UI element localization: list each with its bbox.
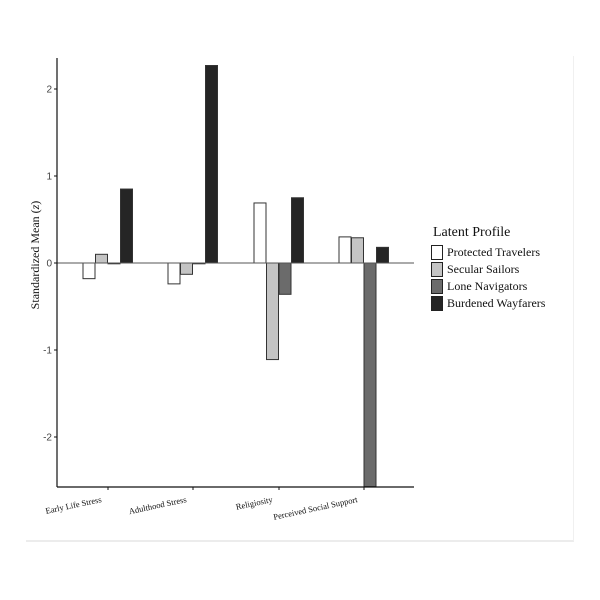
bar: [376, 246, 389, 264]
legend-swatch: [431, 245, 443, 260]
bar: [363, 262, 377, 488]
legend-label: Protected Travelers: [447, 245, 540, 259]
x-tick-label: Early Life Stress: [44, 494, 102, 516]
bar: [180, 262, 193, 275]
chart-panel: [26, 56, 574, 542]
legend-label: Lone Navigators: [447, 279, 528, 293]
legend: Latent Profile Protected Travelers Secul…: [431, 225, 545, 312]
legend-label: Secular Sailors: [447, 262, 520, 276]
legend-item-burdened-wayfarers: Burdened Wayfarers: [431, 295, 545, 312]
x-tick-label: Adulthood Stress: [128, 494, 188, 516]
y-tick-label: -2: [43, 433, 52, 444]
bar: [278, 262, 292, 295]
legend-swatch: [431, 262, 443, 277]
x-tick-label: Religiosity: [235, 494, 274, 512]
bar: [253, 202, 267, 264]
legend-item-secular-sailors: Secular Sailors: [431, 261, 545, 278]
bar: [351, 237, 364, 264]
legend-swatch: [431, 279, 443, 294]
bar: [95, 253, 108, 264]
bar: [205, 65, 218, 264]
y-tick-label: 2: [46, 85, 52, 96]
bar: [338, 236, 352, 264]
legend-label: Burdened Wayfarers: [447, 296, 546, 310]
y-tick-label: 1: [46, 172, 52, 183]
y-axis-label: Standardized Mean (z): [28, 201, 42, 310]
legend-swatch: [431, 296, 443, 311]
bar: [167, 262, 181, 285]
y-tick-label: -1: [43, 346, 52, 357]
bar: [291, 197, 304, 264]
legend-item-lone-navigators: Lone Navigators: [431, 278, 545, 295]
bar: [266, 262, 279, 361]
bar: [120, 188, 133, 264]
bar: [82, 262, 96, 280]
y-tick-label: 0: [46, 259, 52, 270]
legend-title: Latent Profile: [433, 225, 511, 240]
x-tick-label: Perceived Social Support: [272, 494, 359, 522]
legend-item-protected-travelers: Protected Travelers: [431, 244, 545, 261]
